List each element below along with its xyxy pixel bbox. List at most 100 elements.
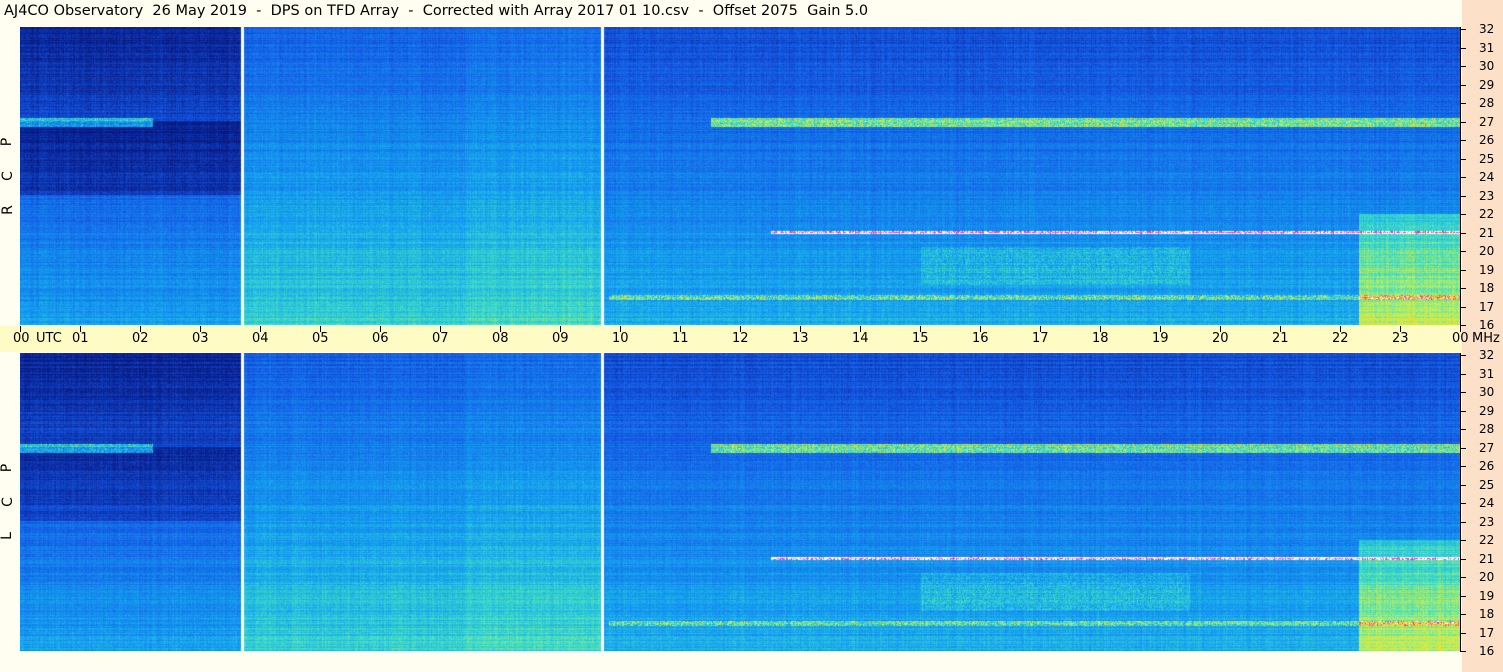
utc-tick-label: 20 [1212, 331, 1229, 346]
frequency-tick-label: 24 [1479, 170, 1495, 184]
frequency-tick-label: 16 [1479, 644, 1495, 658]
utc-unit-label: UTC [36, 331, 62, 346]
frequency-tick-mark [1460, 466, 1466, 467]
chart-title: AJ4CO Observatory 26 May 2019 - DPS on T… [4, 3, 869, 19]
utc-tick-label: 03 [192, 331, 209, 346]
utc-tick-label: 13 [792, 331, 809, 346]
utc-tick-label: 12 [732, 331, 749, 346]
utc-tick-label: 18 [1092, 331, 1109, 346]
utc-tick-mark [20, 326, 21, 332]
frequency-tick-mark [1460, 47, 1466, 49]
frequency-tick-label: 17 [1479, 299, 1495, 314]
frequency-tick-mark [1460, 177, 1466, 178]
frequency-tick-label: 32 [1479, 348, 1495, 362]
utc-tick-mark [380, 326, 381, 332]
utc-tick-label: 11 [672, 331, 689, 346]
frequency-tick-mark [1460, 392, 1466, 393]
utc-tick-mark [620, 326, 621, 332]
utc-tick-label: 14 [852, 331, 869, 346]
utc-tick-mark [320, 326, 321, 332]
frequency-tick-label: 18 [1479, 281, 1495, 295]
frequency-tick-mark [1460, 121, 1466, 123]
utc-tick-mark [980, 326, 981, 332]
frequency-tick-mark [1460, 158, 1466, 160]
utc-tick-label: 00 [13, 331, 30, 346]
utc-tick-label: 04 [252, 331, 269, 346]
frequency-tick-label: 21 [1479, 551, 1495, 566]
frequency-tick-label: 32 [1479, 22, 1495, 36]
frequency-tick-mark [1460, 503, 1466, 504]
frequency-tick-mark [1460, 595, 1466, 597]
polarization-letter: P [0, 463, 16, 473]
utc-tick-mark [740, 326, 741, 332]
frequency-tick-label: 28 [1479, 96, 1495, 110]
utc-tick-mark [80, 326, 81, 332]
frequency-tick-label: 25 [1479, 151, 1495, 166]
utc-tick-label: 05 [312, 331, 329, 346]
utc-tick-label: 00 [1452, 331, 1469, 346]
utc-tick-label: 07 [432, 331, 449, 346]
utc-tick-label: 23 [1392, 331, 1409, 346]
frequency-tick-mark [1460, 558, 1466, 560]
frequency-tick-label: 29 [1479, 403, 1495, 418]
frequency-tick-label: 23 [1479, 514, 1495, 529]
frequency-tick-label: 27 [1479, 114, 1495, 129]
frequency-tick-mark [1460, 325, 1466, 326]
polarization-letter: C [0, 171, 16, 181]
frequency-tick-mark [1460, 484, 1466, 486]
utc-tick-label: 15 [912, 331, 929, 346]
utc-tick-label: 01 [72, 331, 89, 346]
frequency-tick-mark [1460, 84, 1466, 86]
frequency-tick-label: 25 [1479, 477, 1495, 492]
frequency-tick-mark [1460, 355, 1466, 356]
frequency-tick-mark [1460, 651, 1466, 652]
frequency-tick-mark [1460, 103, 1466, 104]
utc-tick-mark [440, 326, 441, 332]
lcp-spectrogram-panel [20, 353, 1460, 651]
utc-tick-label: 09 [552, 331, 569, 346]
frequency-tick-mark [1460, 373, 1466, 375]
utc-tick-label: 19 [1152, 331, 1169, 346]
frequency-tick-label: 28 [1479, 422, 1495, 436]
frequency-tick-label: 31 [1479, 366, 1495, 381]
frequency-tick-label: 22 [1479, 207, 1495, 221]
utc-tick-label: 22 [1332, 331, 1349, 346]
utc-tick-mark [680, 326, 681, 332]
utc-tick-mark [1280, 326, 1281, 332]
frequency-tick-mark [1460, 288, 1466, 289]
utc-tick-mark [920, 326, 921, 332]
utc-tick-mark [1400, 326, 1401, 332]
frequency-tick-label: 26 [1479, 133, 1495, 147]
frequency-tick-label: 31 [1479, 40, 1495, 55]
utc-tick-mark [140, 326, 141, 332]
utc-tick-label: 17 [1032, 331, 1049, 346]
frequency-axis-line [1460, 27, 1461, 325]
lcp-spectrogram [20, 353, 1460, 651]
utc-time-axis [0, 326, 1462, 352]
utc-tick-mark [1040, 326, 1041, 332]
utc-tick-label: 16 [972, 331, 989, 346]
frequency-tick-mark [1460, 540, 1466, 541]
frequency-tick-label: 19 [1479, 588, 1495, 603]
frequency-tick-label: 23 [1479, 188, 1495, 203]
utc-tick-label: 21 [1272, 331, 1289, 346]
frequency-tick-mark [1460, 306, 1466, 308]
polarization-letter: P [0, 137, 16, 147]
frequency-tick-mark [1460, 269, 1466, 271]
frequency-tick-mark [1460, 195, 1466, 197]
frequency-tick-mark [1460, 214, 1466, 215]
frequency-tick-label: 26 [1479, 459, 1495, 473]
frequency-tick-label: 22 [1479, 533, 1495, 547]
frequency-tick-label: 29 [1479, 77, 1495, 92]
utc-tick-mark [1220, 326, 1221, 332]
polarization-letter: R [0, 205, 16, 215]
utc-tick-mark [1460, 326, 1461, 332]
frequency-tick-label: 17 [1479, 625, 1495, 640]
frequency-tick-mark [1460, 447, 1466, 449]
frequency-tick-label: 20 [1479, 570, 1495, 584]
frequency-tick-label: 16 [1479, 318, 1495, 332]
frequency-tick-label: 24 [1479, 496, 1495, 510]
utc-tick-mark [500, 326, 501, 332]
frequency-tick-mark [1460, 410, 1466, 412]
utc-tick-mark [1100, 326, 1101, 332]
